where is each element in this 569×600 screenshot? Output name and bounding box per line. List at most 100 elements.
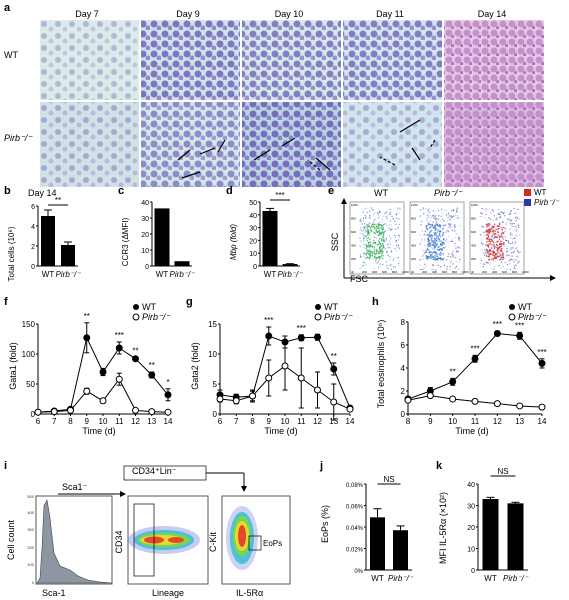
point-h-1-1 [426, 392, 434, 400]
point-f-0-4 [99, 368, 107, 376]
flow-ytick-0-5: 0 [351, 271, 353, 275]
xtick-label-c-0: WT [156, 270, 169, 279]
legend-h-wt: WT [518, 302, 532, 312]
svg-text:300: 300 [27, 527, 34, 532]
xtick-label-g-7: 7 [234, 417, 239, 426]
xtick-label-f-13: 13 [147, 417, 156, 426]
micrograph-grid [40, 20, 544, 187]
panel-g-label: g [186, 296, 193, 308]
xtick-label-k-0: WT [484, 574, 497, 583]
micrograph-wt-day14 [444, 20, 544, 100]
ytick-label-b-1: 2 [31, 244, 35, 251]
xtick-label-j-0: WT [371, 574, 384, 583]
point-g-0-5 [297, 334, 305, 342]
sig-f-3: ** [149, 361, 155, 370]
ytick-label-j-1: 0.02% [346, 548, 364, 554]
ckit-ylabel: C-Kit [208, 532, 218, 552]
svg-text:400: 400 [27, 510, 34, 515]
xtick-label-g-11: 11 [297, 417, 306, 426]
flow-xtick-0-2: 400 [372, 270, 377, 274]
sig-f-0: ** [84, 312, 90, 321]
xtick-label-f-12: 12 [131, 417, 140, 426]
gate-cd34-label: CD34⁺Lin⁻ [132, 466, 177, 476]
bar-j-1 [393, 530, 408, 570]
legend-f-wt: WT [142, 302, 156, 312]
sig-h-0: ** [450, 367, 456, 376]
flow-ytick-2-1: 800 [471, 217, 476, 221]
xtick-label-h-13: 13 [515, 417, 524, 426]
xtick-label-f-6: 6 [36, 417, 41, 426]
bar-c-1 [174, 261, 190, 266]
flow-ytick-0-1: 800 [351, 217, 356, 221]
xtick-label-f-10: 10 [99, 417, 108, 426]
point-g-1-2 [249, 392, 256, 400]
row-label-pirb: Pirb⁻/⁻ [4, 133, 33, 143]
sig-h-2: *** [493, 320, 502, 329]
xtick-label-f-14: 14 [164, 417, 173, 426]
xtick-label-h-8: 8 [406, 417, 411, 426]
il5ra-xlabel: IL-5Rα [236, 588, 263, 598]
point-h-1-6 [538, 403, 546, 411]
ytick-label-h-3: 6 [401, 341, 406, 350]
legend-f-pirb: Pirb⁻/⁻ [142, 312, 171, 322]
ytick-label-k-3: 30 [467, 504, 475, 511]
micrograph-pirb-day11 [343, 102, 442, 187]
chart-g: Gata2 (fold) Time (d) WT Pirb⁻/⁻ 0 5 10 15 6… [190, 302, 355, 436]
bar-j-0 [370, 517, 385, 570]
flow-ytick-1-1: 800 [411, 217, 416, 221]
legend-e-swatch-wt [524, 189, 531, 196]
bar-k-1 [507, 503, 524, 570]
ytick-label-c-3: 30 [141, 216, 149, 223]
ckit-density [226, 506, 258, 570]
micrograph-pirb-day10 [242, 102, 341, 187]
micrograph-wt-day7 [40, 20, 139, 100]
ytick-label-h-4: 8 [401, 318, 406, 327]
xtick-label-c-1: Pirb⁻/⁻ [170, 270, 196, 279]
flow-xtick-1-5: 1000 [462, 270, 469, 274]
point-f-1-0 [34, 408, 42, 416]
svg-text:100: 100 [27, 562, 34, 567]
panel-c-label: c [118, 185, 125, 197]
ytick-label-j-4: 0.08% [346, 483, 364, 489]
flow-xtick-1-4: 800 [452, 270, 457, 274]
ytick-label-j-0: 0% [354, 569, 363, 575]
xtick-label-d-1: Pirb⁻/⁻ [278, 270, 304, 279]
ytick-label-g-2: 10 [208, 350, 217, 359]
point-g-1-6 [314, 386, 321, 394]
xtick-label-g-8: 8 [250, 417, 255, 426]
gate-sca1-label: Sca1⁻ [62, 482, 88, 492]
chart-d-ylabel: Mbp (fold) [229, 224, 238, 260]
chart-c: CCR3 (ΔMFI) 0 10 20 30 40 WT Pirb⁻/⁻ [121, 200, 196, 279]
panel-b-label: b [4, 185, 11, 197]
chart-b-title: Day 14 [28, 188, 57, 198]
cd34-gate [133, 503, 155, 577]
xtick-label-j-1: Pirb⁻/⁻ [388, 574, 414, 583]
xtick-label-b-1: Pirb⁻/⁻ [56, 270, 82, 279]
chart-k-ylabel: MFI IL-5Rα (×10²) [438, 492, 448, 564]
ytick-label-d-1: 10 [249, 251, 257, 258]
eops-gate [248, 535, 262, 551]
flow-xlabel: FSC [350, 274, 369, 284]
chart-j: EoPs (%) 0% 0.02% 0.04% 0.06% 0.08% WT Pirb⁻/⁻… [320, 475, 414, 583]
flow-ytick-0-3: 400 [351, 244, 356, 248]
ytick-label-k-4: 40 [467, 482, 475, 489]
sig-h-1: *** [470, 344, 479, 353]
point-f-1-3 [83, 387, 91, 395]
ytick-label-b-2: 4 [31, 224, 35, 231]
ytick-label-j-2: 0.04% [346, 526, 364, 532]
point-h-0-4 [493, 330, 501, 337]
bar-c-0 [154, 208, 170, 266]
flow-xtick-0-1: 200 [362, 270, 367, 274]
ytick-label-j-3: 0.06% [346, 505, 364, 511]
ytick-label-h-1: 2 [401, 387, 406, 396]
sig-g-2: ** [331, 352, 337, 361]
ytick-label-d-5: 50 [249, 200, 257, 207]
chart-g-xlabel: Time (d) [264, 426, 297, 436]
ytick-label-k-0: 0 [471, 568, 475, 575]
micrograph-wt-day10 [242, 20, 341, 100]
chart-h-ylabel: Total eosinophils (10⁶) [376, 320, 386, 409]
flow-ytick-2-5: 0 [471, 271, 473, 275]
xtick-label-g-9: 9 [267, 417, 272, 426]
ytick-label-g-1: 5 [213, 380, 218, 389]
